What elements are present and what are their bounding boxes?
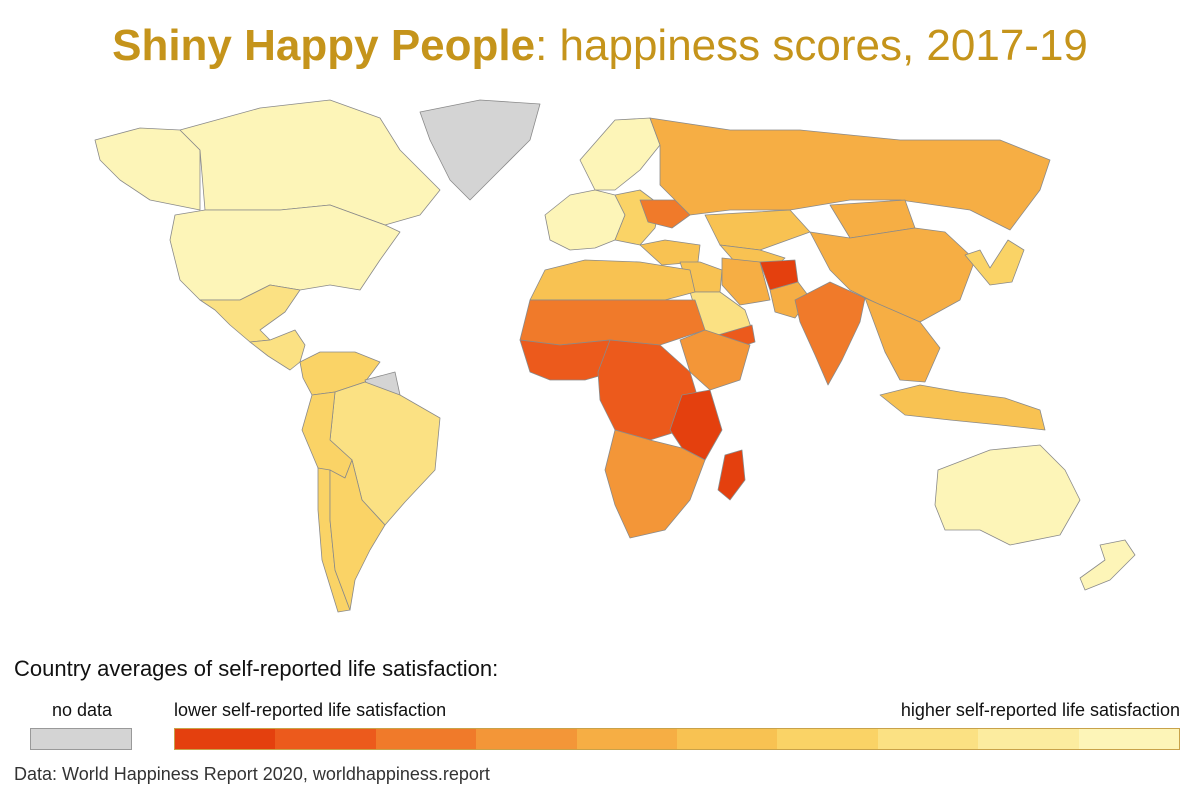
region-indonesia — [879, 384, 1046, 431]
region-china — [809, 227, 976, 323]
no-data-swatch — [30, 728, 132, 750]
region-russia — [649, 117, 1051, 231]
region-ukraine — [639, 199, 691, 229]
scale-swatch-4 — [476, 729, 577, 749]
region-madagascar — [717, 449, 746, 501]
source-note: Data: World Happiness Report 2020, world… — [14, 764, 490, 784]
title-rest: : happiness scores, 2017-19 — [535, 21, 1088, 70]
region-central-america — [249, 329, 306, 371]
legend-heading: Country averages of self-reported life s… — [14, 656, 499, 681]
title-bold: Shiny Happy People — [112, 21, 536, 70]
region-usa — [169, 204, 401, 301]
scale-swatch-2 — [275, 729, 376, 749]
no-data-label: no data — [51, 700, 113, 720]
low-satisfaction-label: lower self-reported life satisfaction — [174, 700, 447, 720]
region-mexico — [199, 284, 301, 343]
scale-swatch-8 — [877, 729, 979, 749]
region-southeast-asia — [864, 297, 941, 383]
scale-swatch-6 — [677, 729, 778, 749]
region-iran — [721, 257, 771, 306]
high-satisfaction-label: higher self-reported life satisfaction — [900, 700, 1180, 720]
region-southern-africa — [604, 429, 706, 539]
region-argentina — [329, 459, 386, 611]
region-greenland — [419, 99, 541, 201]
scale-swatch-9 — [978, 729, 1079, 749]
region-new-zealand — [1079, 539, 1136, 591]
scale-swatch-3 — [375, 729, 477, 749]
scale-swatch-10 — [1078, 729, 1180, 749]
region-kazakhstan — [704, 209, 811, 251]
region-india — [794, 281, 866, 386]
region-turkey — [639, 239, 701, 266]
scale-swatch-1 — [175, 729, 276, 749]
scale-swatch-5 — [576, 729, 678, 749]
color-scale-bar — [174, 728, 1180, 750]
scale-swatch-7 — [777, 729, 878, 749]
region-scandinavia — [579, 117, 661, 191]
region-australia — [934, 444, 1081, 546]
world-choropleth-map — [0, 90, 1200, 635]
region-alaska — [94, 127, 201, 211]
region-sahel — [519, 299, 706, 346]
region-central-africa — [597, 339, 701, 441]
region-korea-japan — [964, 239, 1025, 286]
map-title: Shiny Happy People: happiness scores, 20… — [0, 18, 1200, 74]
